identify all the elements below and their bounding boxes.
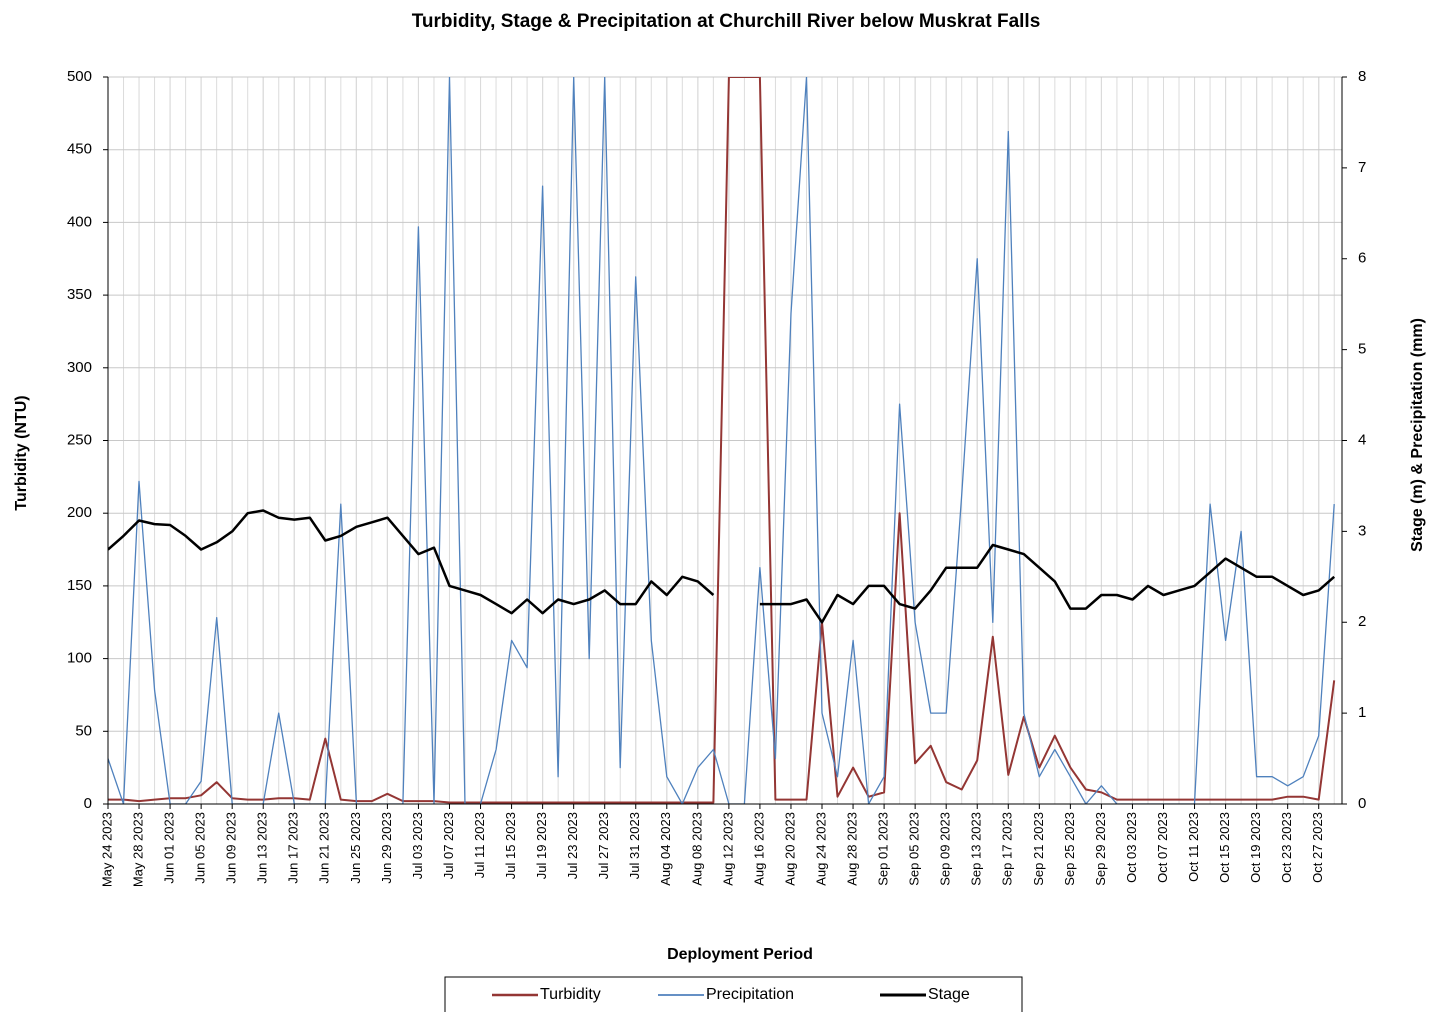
y-tick-label: 50	[75, 722, 92, 739]
x-tick-label: Sep 13 2023	[969, 812, 984, 886]
x-tick-label: May 24 2023	[99, 812, 114, 887]
x-tick-label: Jul 15 2023	[503, 812, 518, 879]
series-line	[108, 509, 715, 615]
x-tick-label: Aug 24 2023	[813, 812, 828, 886]
x-tick-label: Jun 21 2023	[317, 812, 332, 884]
y2-tick-label: 8	[1358, 68, 1366, 85]
y-tick-label: 400	[67, 213, 92, 230]
axes: May 24 2023 May 28 2023 Jun 01 2023 Jun 05 …	[67, 68, 1366, 887]
x-tick-label: Oct 03 2023	[1124, 812, 1139, 883]
y2-tick-label: 5	[1358, 341, 1366, 358]
series-line	[759, 543, 1336, 624]
y-tick-label: 200	[67, 504, 92, 521]
y-tick-label: 100	[67, 650, 92, 667]
x-tick-label: Aug 28 2023	[844, 812, 859, 886]
x-tick-label: Jul 07 2023	[441, 812, 456, 879]
x-tick-label: Jun 09 2023	[224, 812, 239, 884]
chart-title: Turbidity, Stage & Precipitation at Chur…	[412, 11, 1041, 32]
series-line	[108, 77, 1336, 804]
x-tick-label: Jun 25 2023	[348, 812, 363, 884]
x-tick-label: Jun 13 2023	[255, 812, 270, 884]
y-axis-title: Turbidity (NTU)	[13, 395, 30, 510]
x-tick-label: Jul 03 2023	[410, 812, 425, 879]
y-tick-label: 350	[67, 286, 92, 303]
y-tick-label: 500	[67, 68, 92, 85]
y2-tick-label: 3	[1358, 522, 1366, 539]
x-tick-label: Jul 27 2023	[596, 812, 611, 879]
x-tick-label: Sep 21 2023	[1031, 812, 1046, 886]
series-line	[108, 77, 1335, 804]
legend-label: Turbidity	[540, 986, 601, 1003]
x-tick-label: Sep 09 2023	[938, 812, 953, 886]
x-tick-label: Oct 27 2023	[1310, 812, 1325, 883]
y-tick-label: 150	[67, 577, 92, 594]
x-tick-label: Aug 12 2023	[720, 812, 735, 886]
y-tick-label: 250	[67, 431, 92, 448]
x-tick-label: Aug 20 2023	[782, 812, 797, 886]
x-tick-label: Jun 29 2023	[379, 812, 394, 884]
legend-label: Precipitation	[706, 986, 794, 1003]
x-tick-label: Jun 01 2023	[162, 812, 177, 884]
x-tick-label: Jul 11 2023	[472, 812, 487, 878]
x-tick-label: Aug 04 2023	[658, 812, 673, 886]
x-tick-label: Aug 16 2023	[751, 812, 766, 886]
y2-tick-label: 4	[1358, 431, 1366, 448]
y2-tick-label: 1	[1358, 704, 1366, 721]
x-tick-label: Sep 17 2023	[1000, 812, 1015, 886]
x-tick-label: Jun 17 2023	[286, 812, 301, 884]
x-tick-label: Sep 05 2023	[907, 812, 922, 886]
x-tick-label: Jul 19 2023	[534, 812, 549, 879]
y2-tick-label: 7	[1358, 159, 1366, 176]
x-tick-label: Oct 11 2023	[1186, 812, 1201, 882]
x-tick-label: Sep 25 2023	[1062, 812, 1077, 886]
x-tick-label: Jul 23 2023	[565, 812, 580, 879]
y-tick-label: 450	[67, 141, 92, 158]
x-tick-label: Aug 08 2023	[689, 812, 704, 886]
y2-axis-title: Stage (m) & Precipitation (mm)	[1409, 318, 1426, 552]
x-tick-label: Sep 01 2023	[876, 812, 891, 886]
legend-label: Stage	[928, 986, 970, 1003]
plot-area	[108, 77, 1336, 804]
x-axis-title: Deployment Period	[667, 946, 813, 963]
y-tick-label: 300	[67, 359, 92, 376]
x-tick-label: Jun 05 2023	[193, 812, 208, 884]
x-tick-label: Oct 19 2023	[1248, 812, 1263, 883]
x-tick-label: Oct 23 2023	[1279, 812, 1294, 883]
y2-tick-label: 6	[1358, 250, 1366, 267]
y2-tick-label: 2	[1358, 613, 1366, 630]
x-tick-label: Oct 07 2023	[1155, 812, 1170, 883]
y2-tick-label: 0	[1358, 795, 1366, 812]
x-tick-label: Jul 31 2023	[627, 812, 642, 879]
x-tick-label: Sep 29 2023	[1093, 812, 1108, 886]
legend: Turbidity Precipitation Stage	[444, 976, 1023, 1012]
y-tick-label: 0	[84, 795, 92, 812]
x-tick-label: Oct 15 2023	[1217, 812, 1232, 883]
x-tick-label: May 28 2023	[130, 812, 145, 887]
